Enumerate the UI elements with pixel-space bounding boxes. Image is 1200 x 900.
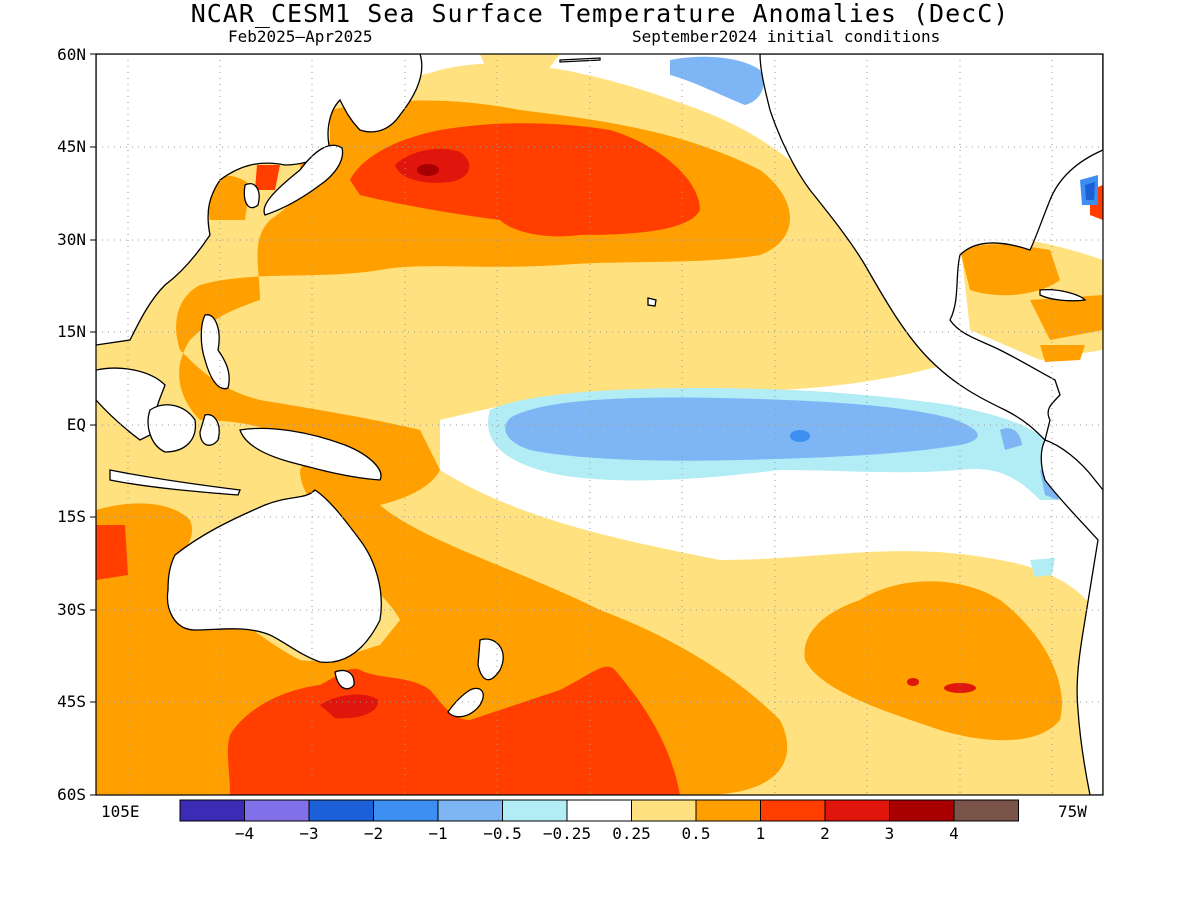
colorbar-swatch [953, 799, 1019, 822]
anomaly-extreme-warm [417, 164, 439, 176]
lon-label-105e: 105E [101, 802, 140, 821]
lat-label-30s: 30S [57, 600, 86, 619]
colorbar-tick-label: 1 [755, 824, 766, 843]
anomaly-field [96, 54, 1103, 795]
colorbar-swatch [244, 799, 310, 822]
colorbar-swatch [179, 799, 245, 822]
colorbar-swatch [437, 799, 503, 822]
colorbar-tick-label: −4 [234, 824, 255, 843]
colorbar-tick-label: 0.25 [612, 824, 651, 843]
colorbar-swatch [889, 799, 955, 822]
colorbar-swatch [695, 799, 761, 822]
colorbar-tick-label: −1 [428, 824, 448, 843]
axis-ticks [90, 53, 96, 796]
colorbar-tick-label: −0.25 [542, 824, 592, 843]
colorbar-tick-label: −3 [299, 824, 319, 843]
colorbar-swatch [760, 799, 826, 822]
land-masses [96, 54, 1103, 795]
colorbar-swatch [373, 799, 439, 822]
lon-label-75w: 75W [1058, 802, 1087, 821]
colorbar-swatch [631, 799, 697, 822]
colorbar-tick-label: 3 [884, 824, 895, 843]
colorbar-tick-label: −0.5 [483, 824, 522, 843]
anomaly-very-strong-cool [1085, 182, 1095, 200]
forecast-period-label: Feb2025–Apr2025 [228, 27, 373, 46]
colorbar-swatch [824, 799, 890, 822]
anomaly-moderate-warm [96, 100, 1103, 795]
map-title: NCAR_CESM1 Sea Surface Temperature Anoma… [190, 0, 1010, 28]
colorbar-swatch [502, 799, 568, 822]
initial-conditions-label: September2024 initial conditions [632, 27, 941, 46]
colorbar-tick-label: 0.5 [681, 824, 711, 843]
lat-label-60n: 60N [57, 45, 86, 64]
lat-label-eq: EQ [66, 415, 86, 434]
lat-label-15n: 15N [57, 322, 86, 341]
colorbar-tick-label: 4 [949, 824, 959, 843]
colorbar-tick-label: 2 [820, 824, 830, 843]
colorbar-swatch [566, 799, 632, 822]
lat-label-15s: 15S [57, 507, 86, 526]
colorbar-tick-label: −2 [363, 824, 384, 843]
colorbar [179, 799, 1019, 822]
lat-label-60s: 60S [57, 785, 86, 804]
lat-label-30n: 30N [57, 230, 86, 249]
colorbar-swatch [308, 799, 374, 822]
lat-label-45s: 45S [57, 692, 86, 711]
lat-label-45n: 45N [57, 137, 86, 156]
